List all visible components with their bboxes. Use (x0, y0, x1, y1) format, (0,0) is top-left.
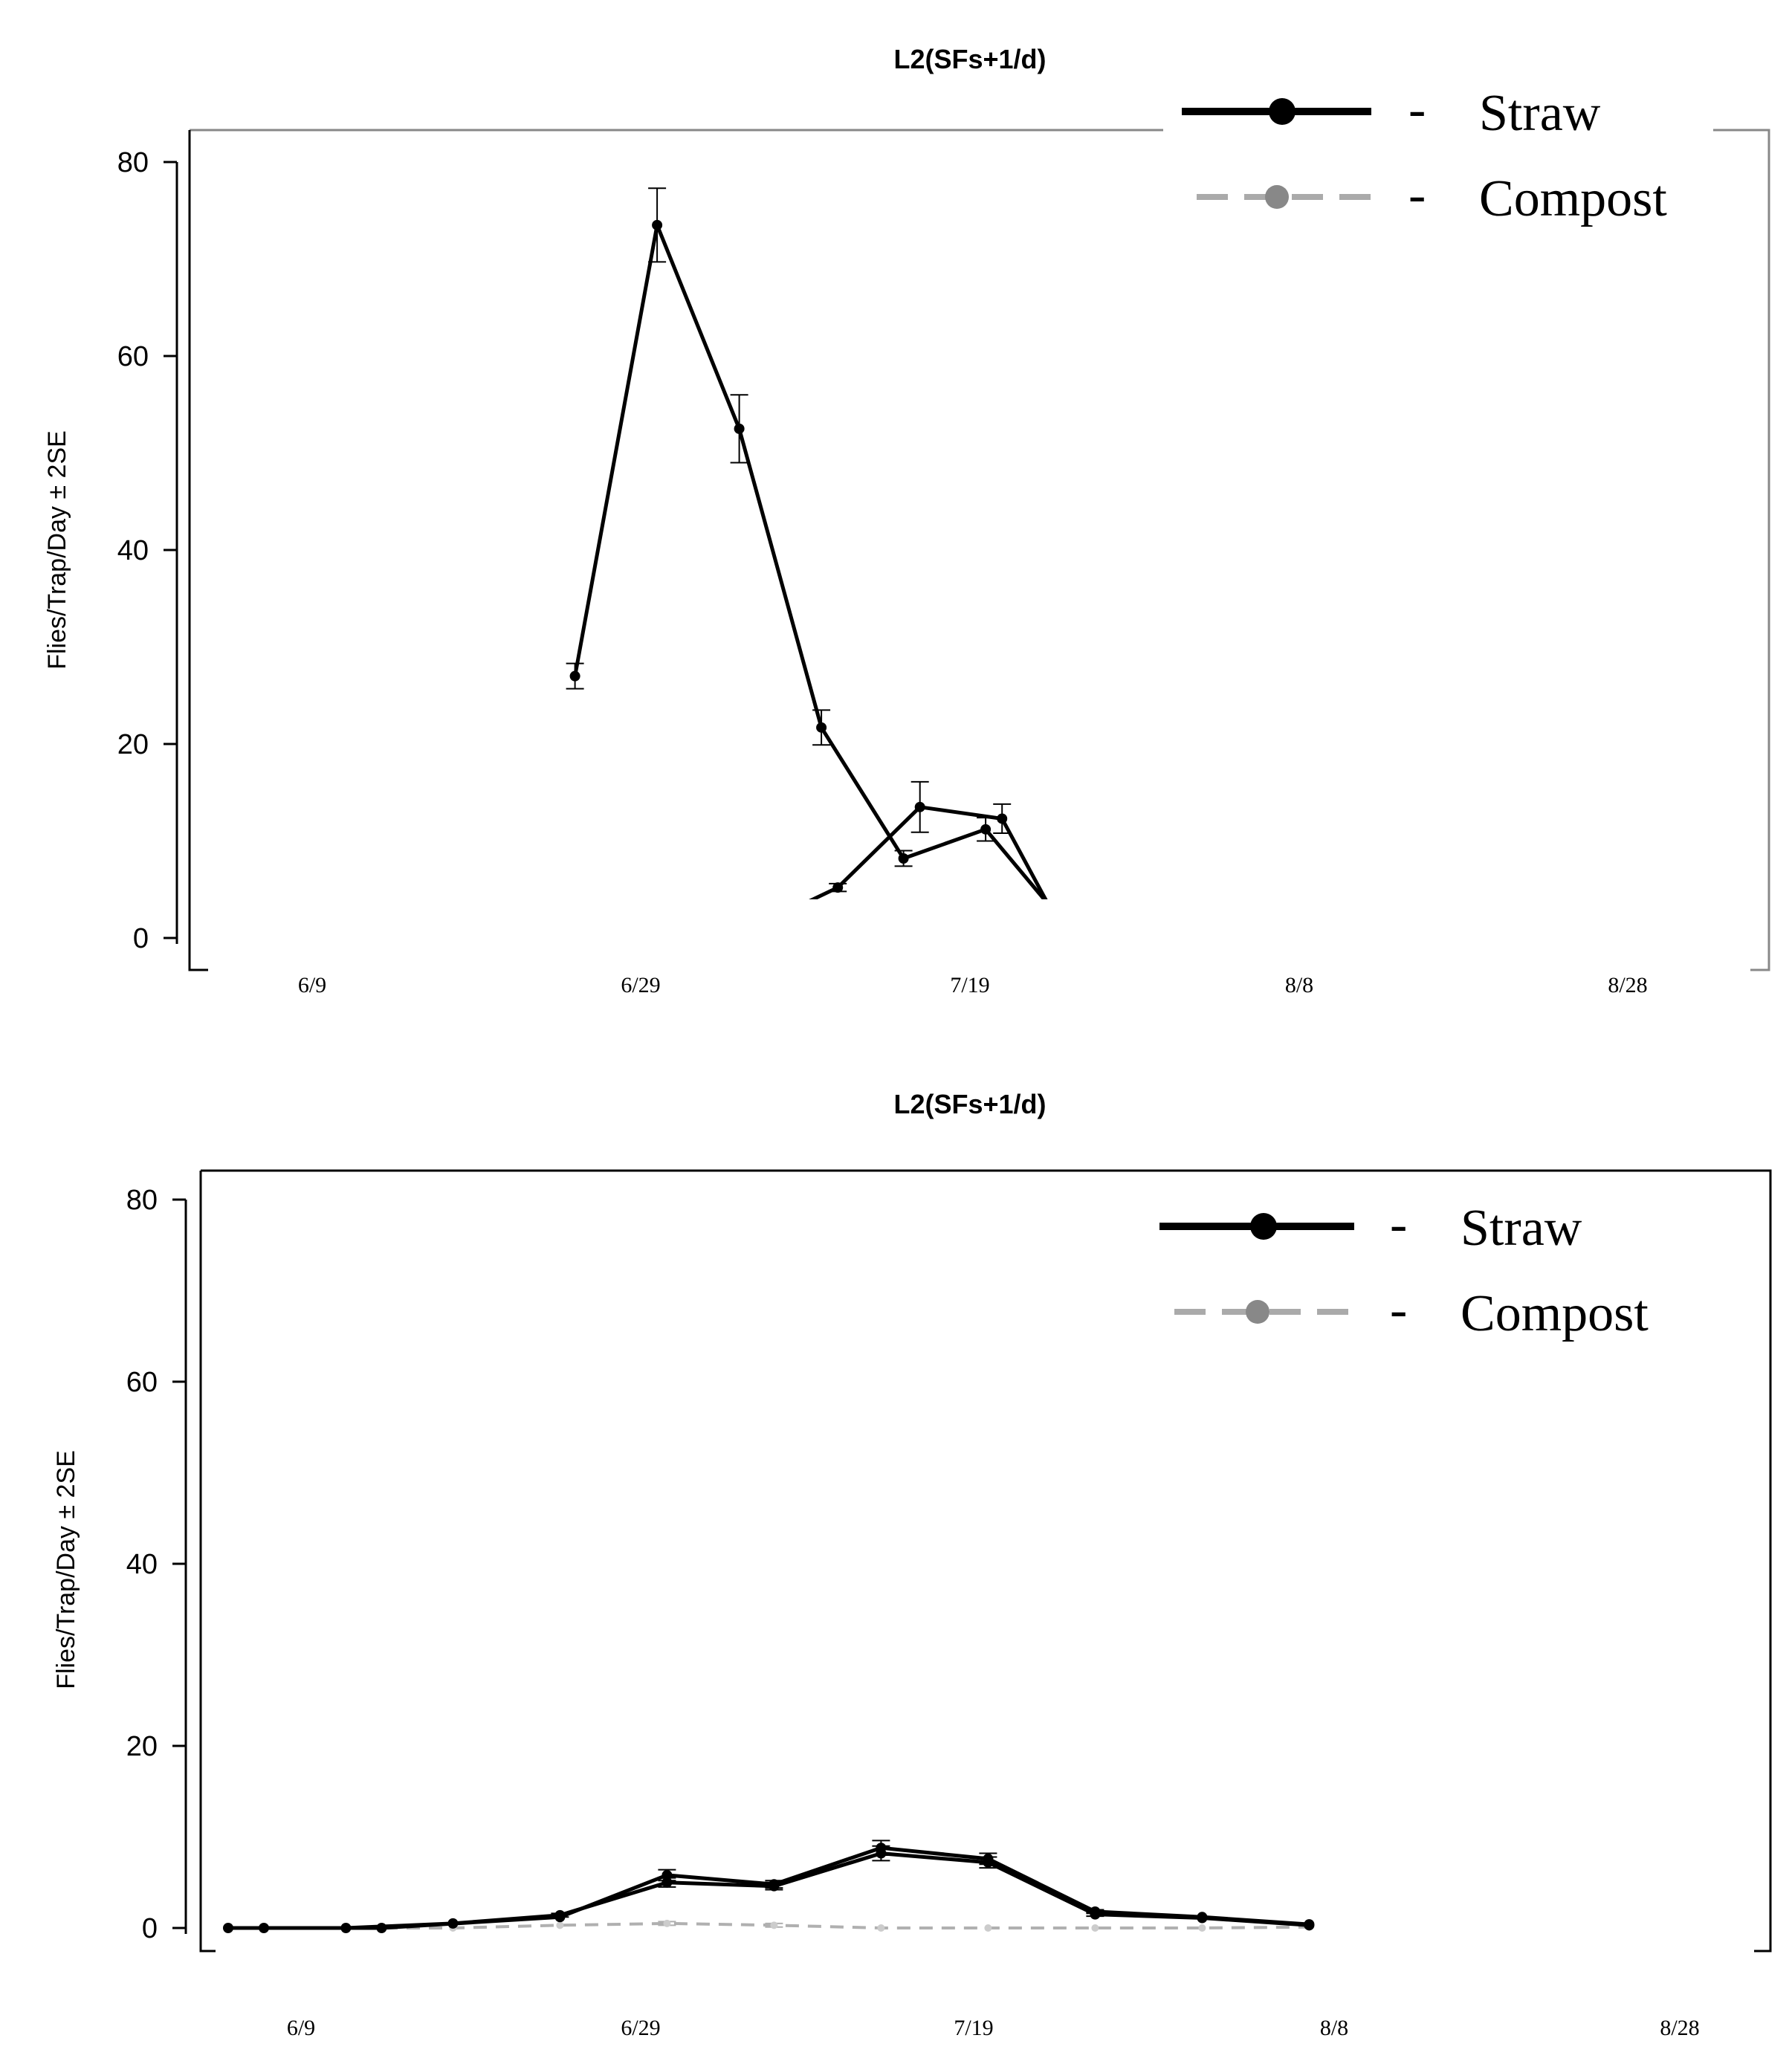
chart-1-legend-straw-marker (1269, 98, 1296, 125)
chart-1-y-tick-label: 20 (117, 729, 149, 760)
chart-2-y-axis: 0 20 40 60 80 (126, 1185, 187, 1944)
chart-2-series-straw-2-point (769, 1879, 780, 1890)
chart-2-series-compost-point (663, 1919, 671, 1927)
chart-1-legend-straw-label: Straw (1479, 85, 1601, 142)
chart-1-y-tick-label: 60 (117, 341, 149, 372)
chart-1-series-compost-point (832, 882, 844, 893)
chart-2-frame-left (199, 1171, 216, 1953)
chart-2-y-tick-label: 40 (126, 1549, 158, 1580)
chart-2-series-straw-2-line (264, 1845, 1310, 1930)
chart-1-clip-mask (743, 899, 1189, 951)
chart-2-legend-straw-marker (1250, 1213, 1277, 1240)
chart-2-legend-straw-dash: - (1390, 1196, 1407, 1253)
chart-1-frame-right (1709, 129, 1770, 971)
chart-2-legend-straw-label: Straw (1461, 1200, 1582, 1257)
chart-2-series-compost-point (1091, 1924, 1099, 1932)
chart-1-y-label: Flies/Trap/Day ± 2SE (43, 430, 71, 670)
chart-2-series (223, 1840, 1315, 1933)
chart-2-series-straw-2-point (876, 1843, 887, 1854)
chart-2-series-compost-point (556, 1921, 564, 1929)
chart-1-legend-compost-marker (1265, 185, 1289, 209)
chart-2-x-tick-label: 6/29 (621, 2016, 660, 2040)
chart-1-y-tick-label: 80 (117, 147, 149, 178)
chart-2: L2(SFs+1/d) 0 20 40 60 80 Flies/Trap/Day ± 2… (52, 1089, 1772, 2040)
chart-1-legend-compost-dash: - (1408, 166, 1426, 224)
chart-2-series-compost-point (984, 1924, 992, 1932)
chart-2-title: L2(SFs+1/d) (893, 1089, 1046, 1119)
chart-2-series-straw-2-point (259, 1923, 269, 1933)
chart-1-legend: - Straw - Compost (1163, 67, 1713, 253)
chart-2-legend-compost-marker (1246, 1300, 1269, 1324)
chart-2-x-tick-label: 6/9 (287, 2016, 315, 2040)
chart-2-legend-compost-label: Compost (1461, 1285, 1649, 1342)
chart-2-y-tick-label: 0 (142, 1913, 158, 1944)
chart-2-frame-outer (201, 1169, 1772, 1953)
chart-1-series-straw-point (569, 670, 580, 682)
chart-2-x-tick-label: 8/8 (1320, 2016, 1348, 2040)
chart-2-y-tick-label: 80 (126, 1185, 158, 1216)
chart-1-x-tick-label: 6/9 (298, 973, 326, 997)
chart-1-series-straw-point (652, 219, 663, 230)
chart-1-x-tick-label: 6/29 (621, 973, 660, 997)
chart-2-x-ticks: 6/9 6/29 7/19 8/8 8/28 (287, 2016, 1700, 2040)
chart-1-series (566, 187, 1189, 951)
chart-2-series-compost-point (1198, 1924, 1206, 1932)
chart-2-series-straw-2-point (554, 1912, 566, 1923)
chart-2-series-straw-2-point (662, 1869, 673, 1880)
chart-1-y-tick-label: 0 (133, 923, 149, 954)
chart-1-y-tick-label: 40 (117, 535, 149, 566)
chart-2-x-tick-label: 7/19 (954, 2016, 993, 2040)
chart-2-series-straw-2-point (1304, 1919, 1315, 1930)
chart-1: L2(SFs+1/d) 0 20 40 60 80 Flies/Trap/Day ± 2… (43, 44, 1770, 997)
chart-2-series-straw-2-point (983, 1853, 994, 1864)
chart-1-x-tick-label: 8/28 (1608, 973, 1647, 997)
chart-2-legend-compost-dash: - (1390, 1281, 1407, 1339)
chart-1-y-axis: 0 20 40 60 80 (117, 147, 178, 954)
chart-1-x-tick-label: 8/8 (1285, 973, 1313, 997)
chart-1-y-ticks: 0 20 40 60 80 (117, 147, 177, 954)
chart-1-series-straw-point (898, 853, 909, 864)
chart-1-series-straw-line (573, 223, 1050, 905)
chart-2-series-straw-point (223, 1923, 233, 1933)
chart-2-legend: - Straw - Compost (1159, 1196, 1649, 1342)
chart-2-series-compost-point (770, 1921, 778, 1929)
chart-1-frame-left (188, 130, 208, 971)
chart-2-y-label: Flies/Trap/Day ± 2SE (52, 1450, 80, 1689)
chart-1-series-straw-point (980, 824, 992, 835)
chart-2-y-tick-label: 20 (126, 1731, 158, 1762)
chart-1-series-compost-point (997, 813, 1008, 824)
chart-2-series-straw-point (662, 1877, 673, 1888)
chart-2-series-straw-2-point (376, 1923, 387, 1933)
chart-1-x-ticks: 6/9 6/29 7/19 8/8 8/28 (298, 973, 1648, 997)
chart-1-title: L2(SFs+1/d) (893, 44, 1046, 74)
chart-2-x-tick-label: 8/28 (1660, 2016, 1699, 2040)
chart-1-x-tick-label: 7/19 (950, 973, 989, 997)
chart-2-series-straw-2-point (1090, 1906, 1101, 1917)
chart-1-legend-straw-dash: - (1408, 81, 1426, 138)
chart-1-legend-background (1163, 67, 1713, 253)
chart-2-series-straw-line (228, 1851, 1310, 1930)
chart-1-series-compost-point (914, 801, 925, 812)
chart-1-legend-compost-label: Compost (1479, 170, 1667, 227)
chart-1-series-straw-point (816, 722, 827, 733)
chart-2-y-tick-label: 60 (126, 1367, 158, 1398)
chart-2-series-straw-2-point (1197, 1912, 1208, 1923)
chart-2-series-compost-point (877, 1924, 885, 1932)
chart-1-series-straw-point (734, 423, 745, 434)
chart-2-y-ticks: 0 20 40 60 80 (126, 1185, 186, 1944)
